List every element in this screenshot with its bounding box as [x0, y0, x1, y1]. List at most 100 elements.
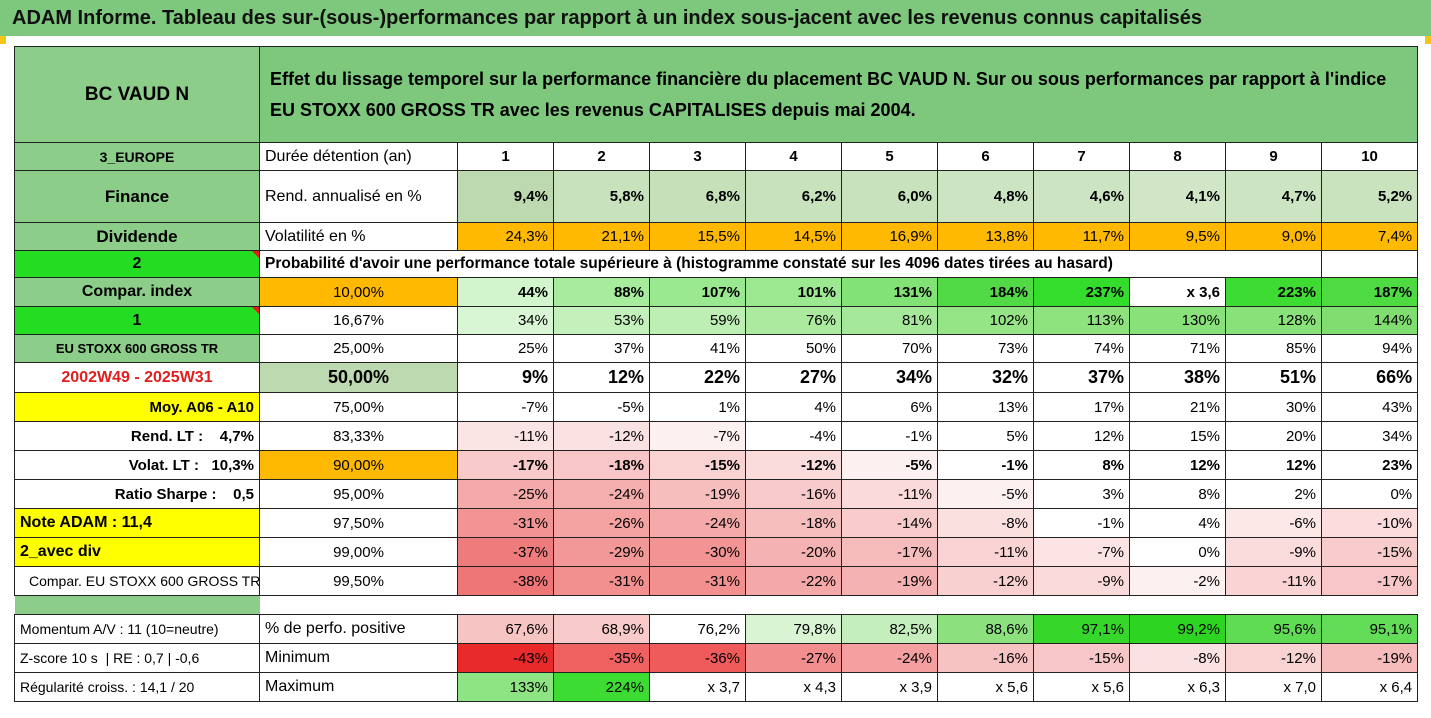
stat-value-cell: 95,1% [1320, 614, 1419, 644]
quantile-value-cell: -1% [1033, 508, 1130, 538]
quantile-pct: 16,67% [259, 306, 458, 335]
quantile-value-cell: -5% [553, 392, 650, 422]
dividend-mode-label: 2_avec div [14, 537, 260, 567]
quantile-row: Volat. LT : 10,3% 90,00% -17% -18% -15% -12… [14, 450, 1419, 480]
quantile-value-cell: 102% [937, 306, 1034, 335]
quantile-value-cell: 12% [553, 362, 650, 393]
quantile-value-cell: -12% [553, 421, 650, 451]
return-cell: 9,4% [457, 170, 554, 223]
return-cell: 4,1% [1129, 170, 1226, 223]
report-title: ADAM Informe. Tableau des sur-(sous-)per… [0, 0, 1431, 36]
positive-perf-label: % de perfo. positive [259, 614, 458, 644]
quantile-value-cell: 4% [1129, 508, 1226, 538]
selector-1[interactable]: 1 [14, 306, 260, 335]
quantile-value-cell: 59% [649, 306, 746, 335]
stat-value-cell: 68,9% [553, 614, 650, 644]
quantile-row: EU STOXX 600 GROSS TR 25,00% 25% 37% 41% 50… [14, 334, 1419, 363]
period-8: 8 [1129, 142, 1226, 171]
quantile-value-cell: -10% [1320, 508, 1419, 538]
quantile-pct: 25,00% [259, 334, 458, 363]
quantile-value-cell: -15% [1320, 537, 1419, 567]
quantile-value-cell: 237% [1033, 277, 1130, 307]
quantile-value-cell: 187% [1320, 277, 1419, 307]
quantile-value-cell: 17% [1033, 392, 1130, 422]
sector-label: Finance [14, 170, 260, 223]
stat-value-cell: -8% [1129, 643, 1226, 673]
quantile-value-cell: 76% [745, 306, 842, 335]
quantile-value-cell: 38% [1129, 362, 1226, 393]
volatility-cell: 13,8% [937, 222, 1034, 251]
quantile-value-cell: 5% [937, 421, 1034, 451]
quantile-value-cell: -30% [649, 537, 746, 567]
quantile-value-cell: -15% [649, 450, 746, 480]
quantile-value-cell: -14% [841, 508, 938, 538]
quantile-value-cell: 37% [553, 334, 650, 363]
quantile-value-cell: 20% [1225, 421, 1322, 451]
quantile-value-cell: 131% [841, 277, 938, 307]
quantile-value-cell: -9% [1225, 537, 1322, 567]
stat-value-cell: 76,2% [649, 614, 746, 644]
quantile-value-cell: 94% [1320, 334, 1419, 363]
stat-value-cell: 95,6% [1225, 614, 1322, 644]
spacer-row [14, 595, 1418, 615]
quantile-value-cell: 12% [1129, 450, 1226, 480]
quantile-value-cell: x 3,6 [1129, 277, 1226, 307]
quantile-pct: 50,00% [259, 362, 458, 393]
quantile-value-cell: 0% [1320, 479, 1419, 509]
minimum-label: Minimum [259, 643, 458, 673]
period-5: 5 [841, 142, 938, 171]
quantile-value-cell: -26% [553, 508, 650, 538]
spacer-green-block [14, 595, 260, 615]
return-cell: 6,0% [841, 170, 938, 223]
quantile-value-cell: 74% [1033, 334, 1130, 363]
stat-rows: Momentum A/V : 11 (10=neutre) % de perfo… [14, 614, 1419, 702]
quantile-value-cell: 30% [1225, 392, 1322, 422]
quantile-value-cell: -16% [745, 479, 842, 509]
quantile-value-cell: 8% [1033, 450, 1130, 480]
stat-row: Régularité croiss. : 14,1 / 20 Maximum 1… [14, 672, 1419, 702]
quantile-row: 2002W49 - 2025W31 50,00% 9% 12% 22% 27% 34% 3… [14, 362, 1419, 393]
quantile-value-cell: -12% [745, 450, 842, 480]
quantile-value-cell: -9% [1033, 566, 1130, 596]
quantile-value-cell: -17% [841, 537, 938, 567]
period-2: 2 [553, 142, 650, 171]
quantile-value-cell: 128% [1225, 306, 1322, 335]
stat-value-cell: 88,6% [937, 614, 1034, 644]
period-4: 4 [745, 142, 842, 171]
quantile-value-cell: -37% [457, 537, 554, 567]
quantile-value-cell: 12% [1033, 421, 1130, 451]
stat-value-cell: x 7,0 [1225, 672, 1322, 702]
quantile-value-cell: -11% [841, 479, 938, 509]
stat-value-cell: x 4,3 [745, 672, 842, 702]
stat-value-cell: x 6,3 [1129, 672, 1226, 702]
annualized-return-label: Rend. annualisé en % [259, 170, 458, 223]
period-9: 9 [1225, 142, 1322, 171]
quantile-value-cell: -18% [553, 450, 650, 480]
selector-2[interactable]: 2 [14, 250, 260, 278]
volatility-cell: 16,9% [841, 222, 938, 251]
stat-value-cell: -19% [1320, 643, 1419, 673]
quantile-value-cell: -12% [937, 566, 1034, 596]
quantile-value-cell: 113% [1033, 306, 1130, 335]
quantile-value-cell: -11% [937, 537, 1034, 567]
return-row: Finance Rend. annualisé en % 9,4% 5,8% 6… [14, 170, 1419, 223]
volatility-label: Volatilité en % [259, 222, 458, 251]
quantile-value-cell: -8% [937, 508, 1034, 538]
quantile-value-cell: 81% [841, 306, 938, 335]
quantile-pct: 97,50% [259, 508, 458, 538]
return-cell: 6,8% [649, 170, 746, 223]
stat-value-cell: -12% [1225, 643, 1322, 673]
stat-value-cell: x 6,4 [1320, 672, 1419, 702]
stat-value-cell: 99,2% [1129, 614, 1226, 644]
volatility-cell: 9,5% [1129, 222, 1226, 251]
quantile-row: 1 16,67% 34% 53% 59% 76% 81% 102% 113% 130% 128%… [14, 306, 1419, 335]
corner-marker-left [0, 36, 6, 44]
quantile-value-cell: 34% [1320, 421, 1419, 451]
adam-score-label: Note ADAM : 11,4 [14, 508, 260, 538]
quantile-value-cell: -17% [457, 450, 554, 480]
quantile-value-cell: 223% [1225, 277, 1322, 307]
quantile-value-cell: 71% [1129, 334, 1226, 363]
maximum-label: Maximum [259, 672, 458, 702]
quantile-value-cell: 130% [1129, 306, 1226, 335]
quantile-value-cell: -7% [1033, 537, 1130, 567]
